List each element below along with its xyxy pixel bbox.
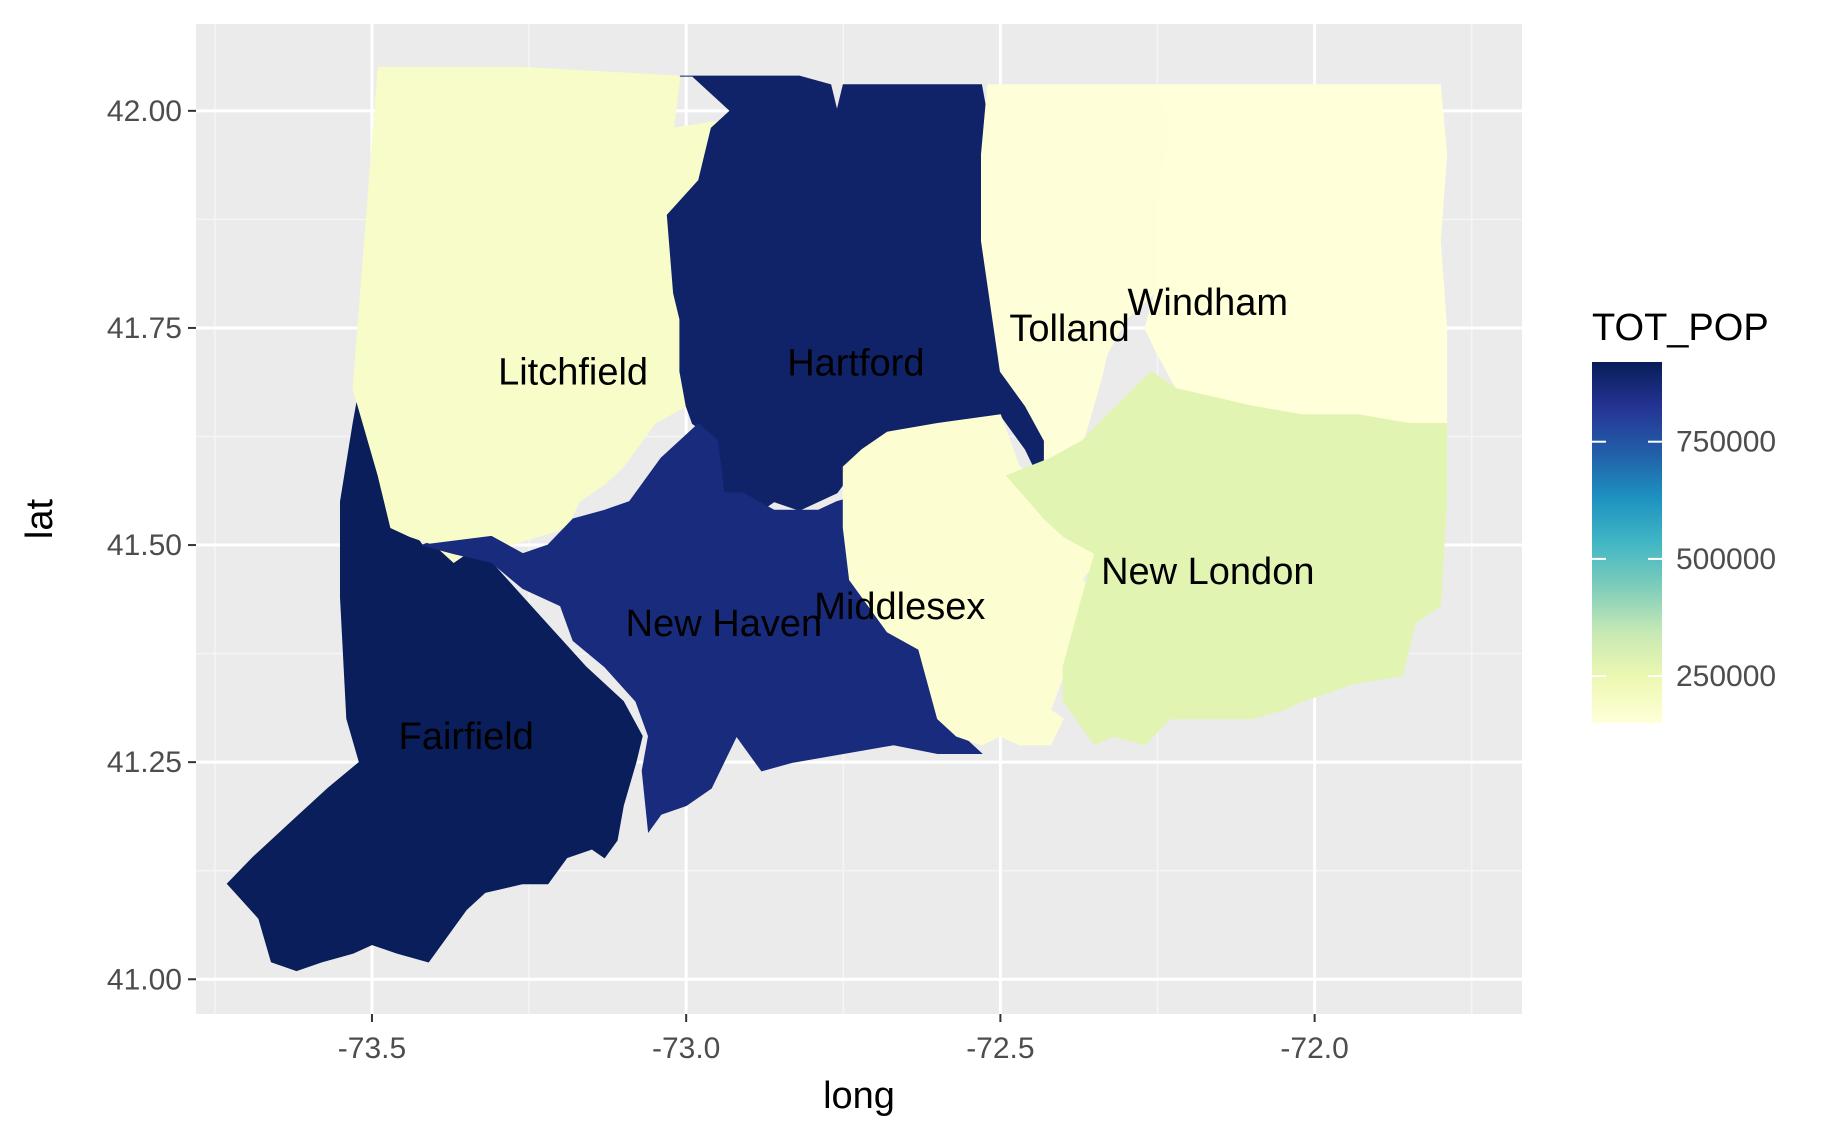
y-tick-label: 42.00 [107, 95, 182, 128]
county-label: New Haven [626, 603, 822, 645]
county-label: Windham [1128, 282, 1289, 324]
y-tick-label: 41.50 [107, 529, 182, 562]
y-tick-label: 41.75 [107, 312, 182, 345]
x-axis-ticks: -73.5 -73.0 -72.5 -72.0 [338, 1014, 1349, 1065]
y-axis-ticks: 41.00 41.25 41.50 41.75 42.00 [107, 95, 196, 996]
x-tick-label: -72.5 [966, 1032, 1034, 1065]
county-label: Middlesex [814, 586, 985, 628]
legend-title: TOT_POP [1592, 307, 1769, 349]
legend-label: 250000 [1676, 660, 1776, 693]
county-label: Hartford [787, 343, 924, 385]
y-tick-label: 41.00 [107, 963, 182, 996]
county-regions [226, 66, 1448, 972]
legend-colorbar [1592, 362, 1662, 723]
x-tick-label: -72.0 [1280, 1032, 1348, 1065]
legend-label: 750000 [1676, 426, 1776, 459]
county-label: Fairfield [399, 716, 534, 758]
y-axis-title: lat [19, 498, 61, 539]
county-new-haven [422, 422, 983, 833]
county-windham [1144, 84, 1448, 424]
legend-ticks: 250000 500000 750000 [1592, 426, 1776, 693]
x-tick-label: -73.0 [652, 1032, 720, 1065]
legend-label: 500000 [1676, 543, 1776, 576]
county-label: Litchfield [498, 351, 648, 393]
x-axis-title: long [823, 1075, 895, 1117]
county-new-london [1005, 370, 1448, 746]
legend: TOT_POP 250000 500000 750000 [1592, 307, 1776, 723]
county-labels: Fairfield Litchfield Hartford TollandWindha… [399, 282, 1315, 758]
y-tick-label: 41.25 [107, 746, 182, 779]
county-label: Tolland [1009, 308, 1129, 350]
x-tick-label: -73.5 [338, 1032, 406, 1065]
county-label: New London [1101, 551, 1314, 593]
